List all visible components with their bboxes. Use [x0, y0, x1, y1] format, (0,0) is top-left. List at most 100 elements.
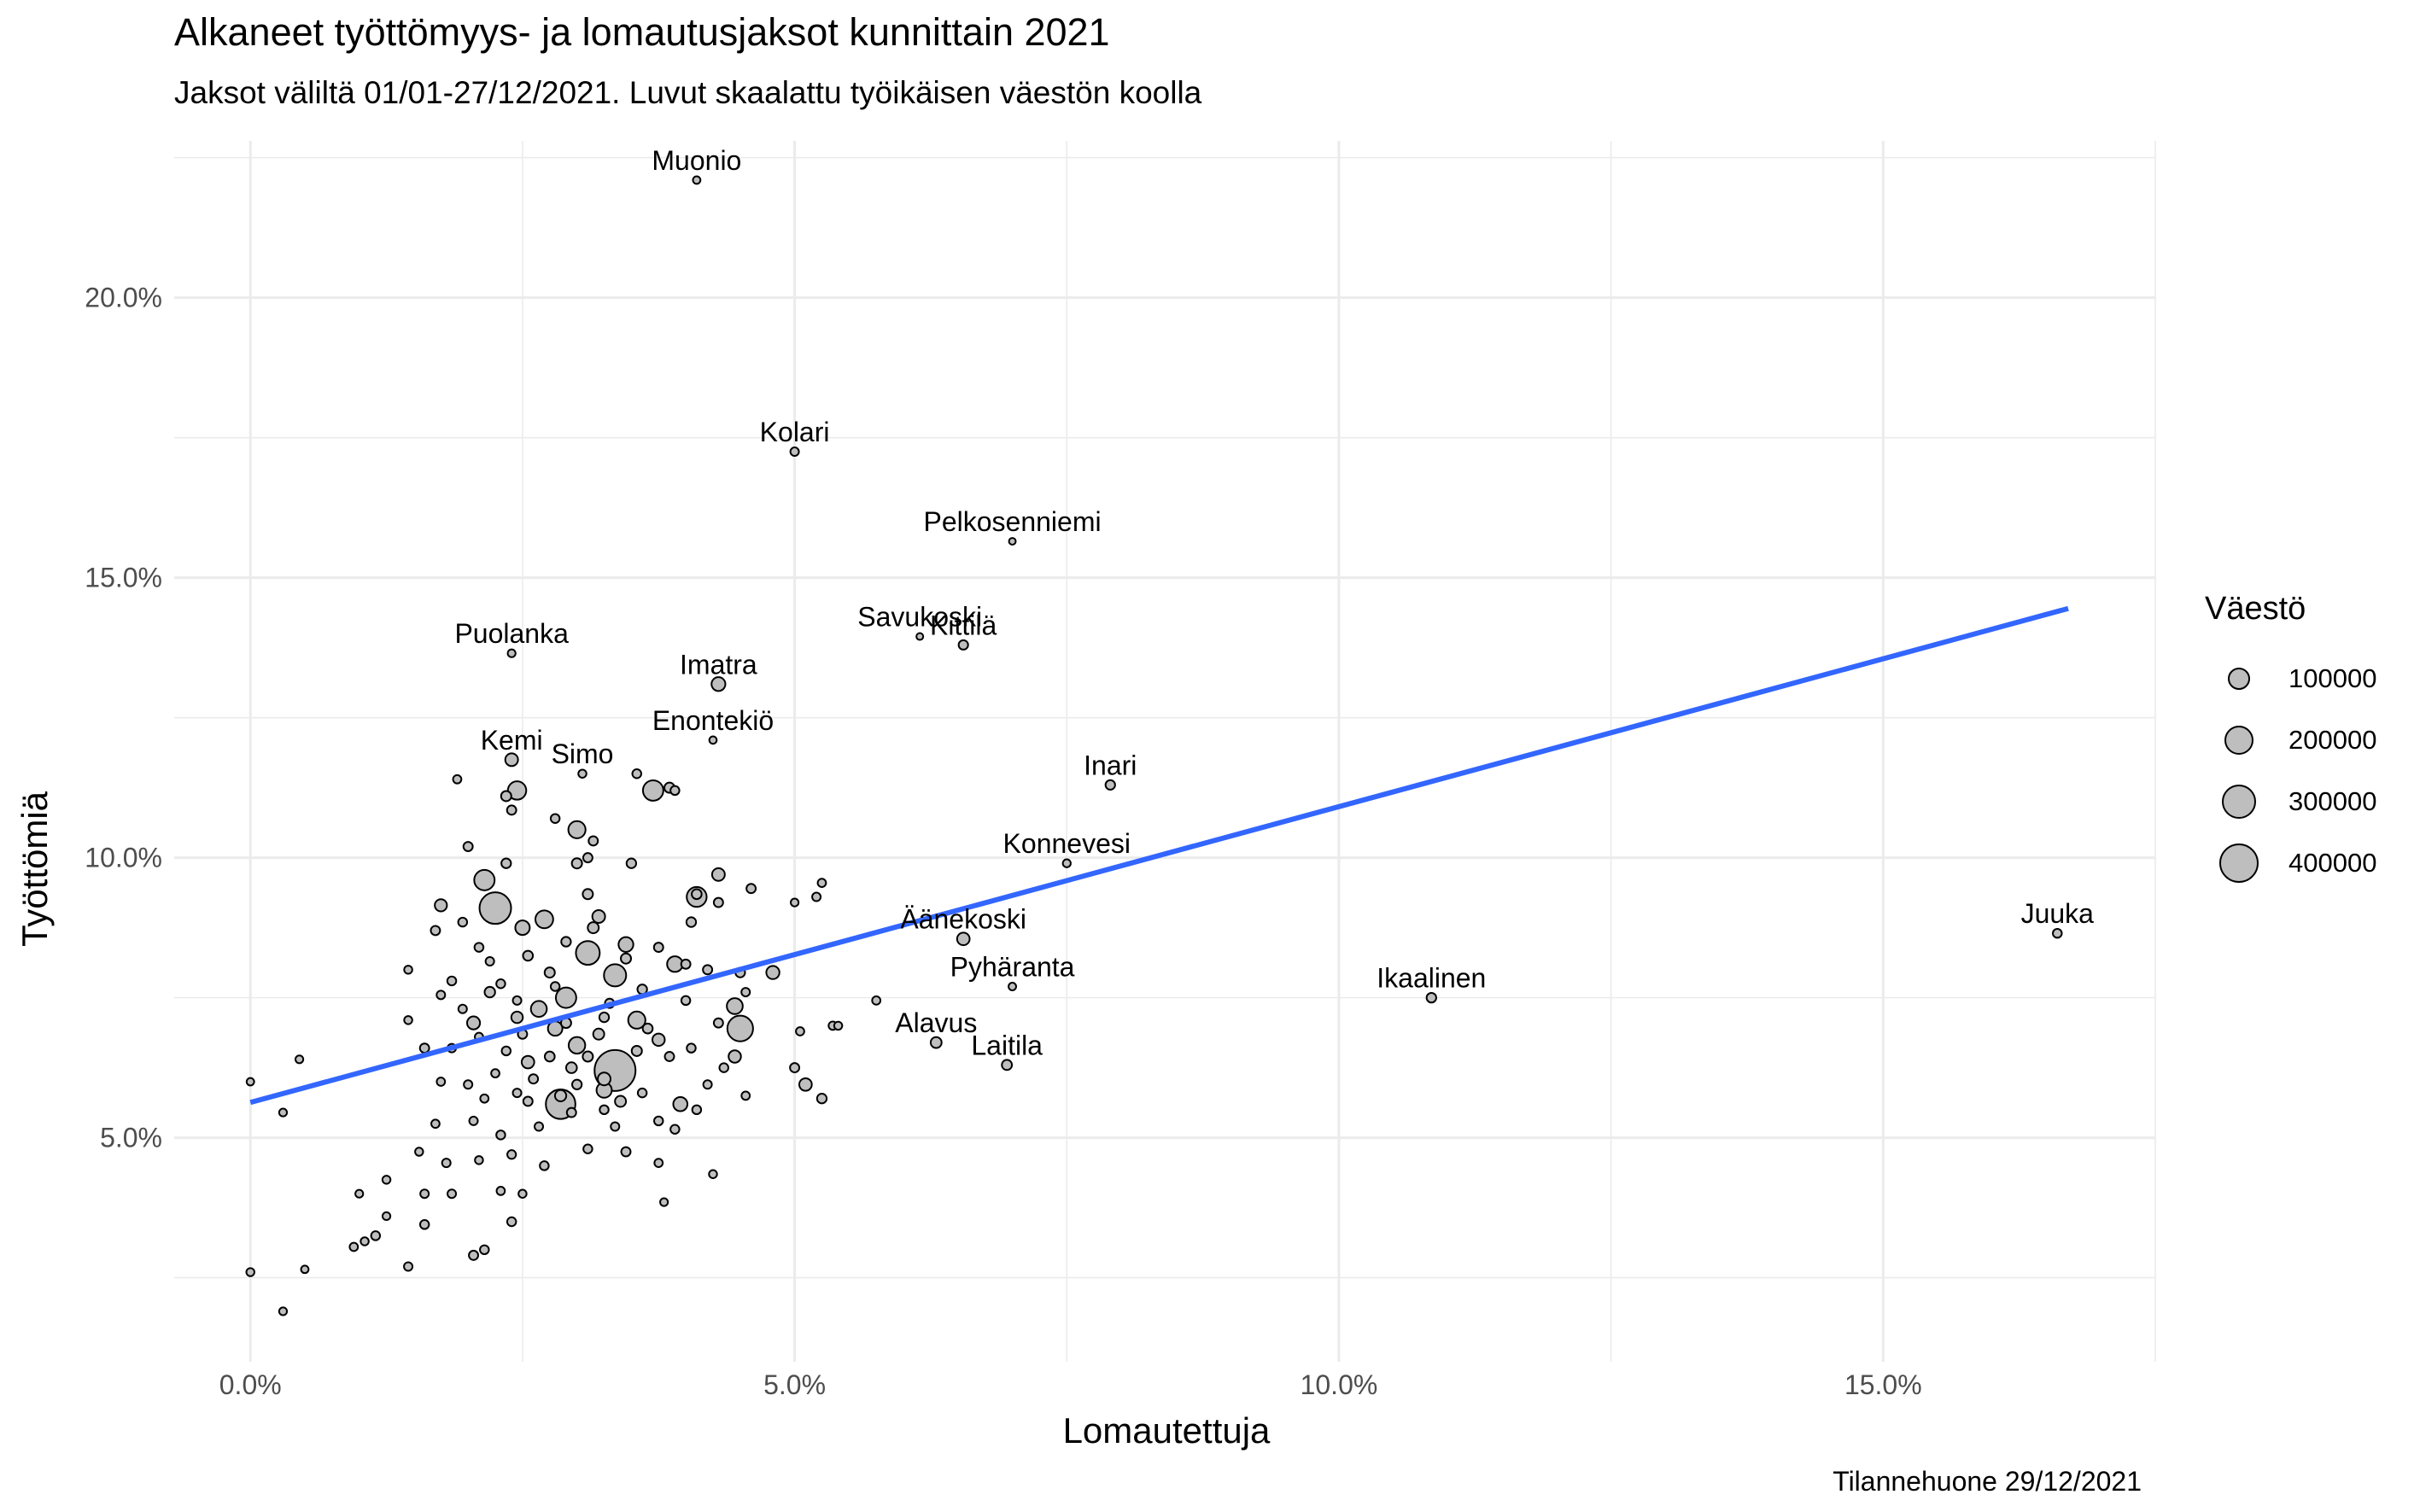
- data-point-ikaalinen: [1425, 991, 1437, 1004]
- data-point: [726, 1014, 754, 1042]
- data-point: [598, 1011, 611, 1024]
- data-point: [465, 1015, 482, 1030]
- data-point: [685, 916, 698, 928]
- data-point: [549, 813, 561, 824]
- data-point: [419, 1188, 430, 1200]
- x-tick-label: 15.0%: [1844, 1369, 1922, 1400]
- point-label: Konnevesi: [1003, 828, 1131, 859]
- data-point: [582, 852, 593, 864]
- data-point-kemi: [504, 752, 519, 768]
- data-point-äänekoski: [956, 931, 971, 947]
- point-label: Inari: [1084, 750, 1137, 780]
- legend-size-circle: [2221, 784, 2257, 820]
- data-point: [728, 1049, 742, 1064]
- legend-label: 400000: [2288, 848, 2377, 878]
- data-point: [789, 1062, 801, 1074]
- data-point: [517, 1188, 528, 1199]
- data-point: [403, 965, 413, 975]
- data-point: [381, 1211, 392, 1222]
- legend-key: [2205, 771, 2273, 832]
- data-point: [473, 942, 485, 953]
- data-point: [560, 936, 572, 948]
- point-label: Muonio: [652, 145, 741, 176]
- data-point: [567, 1036, 587, 1055]
- data-point: [463, 1079, 474, 1090]
- data-point: [587, 921, 600, 935]
- point-label: Alavus: [895, 1007, 977, 1038]
- point-label: Simo: [552, 738, 614, 769]
- y-tick-label: 15.0%: [85, 563, 162, 593]
- data-point: [510, 1010, 524, 1025]
- legend-items: 100000 200000 300000 400000: [2205, 648, 2376, 894]
- data-point: [708, 1169, 718, 1179]
- point-labels: Muonio Kolari Pelkosenniemi SavukoskiKittil…: [454, 145, 2094, 1060]
- data-point: [652, 1032, 666, 1048]
- data-point-inari: [1104, 779, 1116, 791]
- data-point-savukoski: [915, 632, 925, 641]
- data-point: [726, 997, 744, 1015]
- trend-line-group: [249, 605, 2069, 1106]
- chart-title: Alkaneet työttömyys- ja lomautusjaksot k…: [174, 10, 1110, 54]
- data-point: [354, 1188, 365, 1199]
- data-point: [457, 916, 469, 928]
- data-point: [495, 1130, 506, 1141]
- data-point: [702, 1079, 713, 1090]
- data-point: [506, 1149, 517, 1160]
- data-point: [479, 1093, 490, 1104]
- legend-size-circle: [2228, 668, 2250, 690]
- legend-title: Väestö: [2205, 591, 2306, 627]
- data-point: [495, 978, 506, 990]
- data-point: [278, 1306, 289, 1316]
- data-point: [245, 1267, 255, 1277]
- data-point: [506, 1216, 517, 1228]
- data-point: [506, 804, 517, 816]
- data-point: [833, 1020, 844, 1031]
- data-point: [816, 878, 827, 889]
- data-point: [534, 1121, 545, 1132]
- data-point: [718, 1062, 729, 1073]
- legend-item: 200000: [2205, 709, 2376, 771]
- data-point: [403, 1261, 414, 1272]
- y-tick-label: 5.0%: [100, 1123, 162, 1153]
- data-point: [567, 820, 587, 839]
- data-point: [245, 1077, 255, 1087]
- data-point: [500, 1045, 512, 1057]
- data-point-pelkosenniemi: [1008, 537, 1017, 546]
- data-point: [663, 1051, 675, 1062]
- point-label: Ikaalinen: [1377, 963, 1486, 994]
- data-point: [446, 975, 458, 987]
- data-point: [473, 868, 496, 891]
- data-point: [620, 1146, 632, 1158]
- data-point: [790, 897, 800, 908]
- legend-item: 400000: [2205, 832, 2376, 894]
- legend-label: 100000: [2288, 663, 2377, 693]
- data-point: [798, 1077, 813, 1092]
- legend-key: [2205, 832, 2273, 894]
- legend-label: 300000: [2288, 786, 2377, 816]
- data-point: [710, 867, 726, 882]
- point-label: Laitila: [971, 1030, 1043, 1060]
- data-point: [599, 1104, 610, 1116]
- data-point: [702, 964, 714, 976]
- data-point: [659, 1197, 669, 1207]
- point-label: Kolari: [760, 417, 830, 447]
- data-point: [483, 985, 496, 999]
- data-point: [528, 1073, 540, 1085]
- data-point: [520, 1054, 535, 1070]
- data-point: [522, 1095, 534, 1107]
- point-label: Pyhäranta: [950, 952, 1075, 983]
- legend-item: 300000: [2205, 771, 2376, 832]
- data-point: [811, 891, 822, 902]
- data-point-pyhäranta: [1008, 982, 1017, 991]
- point-label: Kittilä: [930, 610, 997, 640]
- data-point: [543, 966, 556, 979]
- data-point-kittilä: [957, 639, 969, 651]
- data-point: [565, 1106, 577, 1118]
- data-point: [430, 925, 441, 937]
- legend-key: [2205, 648, 2273, 709]
- data-point: [625, 857, 638, 869]
- data-point: [636, 1087, 648, 1099]
- axis-ticks: 0.0% 5.0% 10.0% 15.0% 5.0% 10.0% 15.0% 20.0%: [85, 283, 1921, 1400]
- data-point: [534, 909, 554, 930]
